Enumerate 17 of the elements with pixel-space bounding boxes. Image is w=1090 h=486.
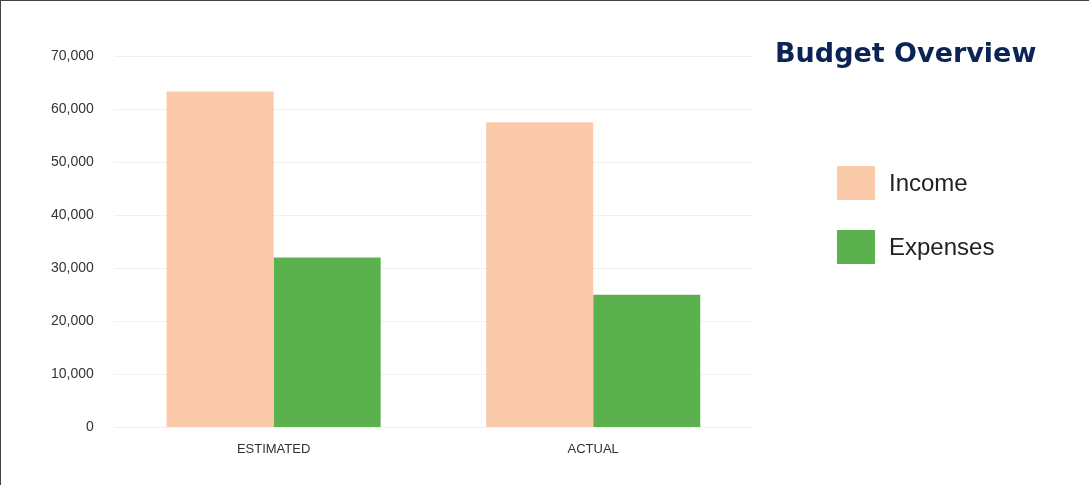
- bar: [486, 122, 594, 427]
- bar: [166, 91, 274, 427]
- y-tick-label: 60,000: [50, 99, 95, 116]
- bar: [593, 294, 701, 427]
- y-tick-label: 10,000: [50, 365, 95, 382]
- bar: [273, 257, 381, 427]
- y-tick-label: 70,000: [50, 46, 95, 63]
- y-tick-label: 0: [86, 418, 95, 435]
- x-tick-label: ESTIMATED: [236, 440, 311, 456]
- y-tick-label: 20,000: [50, 312, 95, 329]
- y-tick-label: 40,000: [50, 206, 95, 223]
- text: Budget Overview: [775, 37, 1037, 68]
- legend-label: Income: [889, 169, 968, 197]
- x-tick-label: ACTUAL: [567, 440, 619, 456]
- y-tick-label: 30,000: [50, 259, 95, 276]
- y-tick-label: 50,000: [50, 152, 95, 169]
- legend-label: Expenses: [889, 233, 995, 261]
